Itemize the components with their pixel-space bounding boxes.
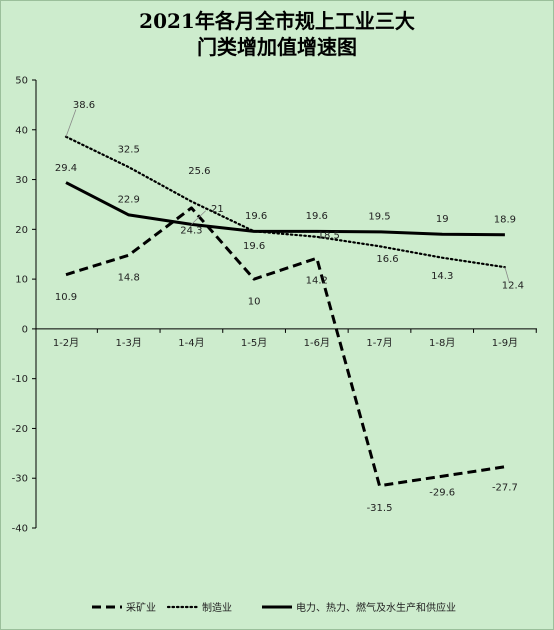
- data-label: 18.9: [494, 214, 516, 225]
- x-tick-label: 1-9月: [492, 337, 518, 349]
- data-label: 12.4: [502, 281, 524, 292]
- y-tick-label: 0: [22, 324, 28, 335]
- y-tick-label: 10: [15, 275, 28, 286]
- x-tick-label: 1-3月: [116, 337, 142, 349]
- data-label: -31.5: [367, 503, 393, 514]
- data-label: 25.6: [188, 166, 210, 177]
- data-label: 14.2: [306, 276, 328, 287]
- data-label: 19.6: [243, 241, 265, 252]
- leader-line: [191, 210, 206, 225]
- leader-line: [65, 109, 77, 137]
- leader-line: [504, 267, 510, 283]
- data-label: 19.5: [368, 211, 390, 222]
- y-tick-label: 20: [15, 225, 28, 236]
- data-label: -29.6: [429, 488, 455, 499]
- y-tick-label: -10: [12, 374, 28, 385]
- x-tick-label: 1-5月: [241, 337, 267, 349]
- data-label: 10.9: [55, 292, 77, 303]
- data-label: 24.3: [180, 225, 202, 236]
- data-label: 14.8: [118, 273, 140, 284]
- y-tick-label: 40: [15, 125, 28, 136]
- x-tick-label: 1-4月: [178, 337, 204, 349]
- y-tick-label: 50: [15, 76, 28, 87]
- series-line-mining: [65, 206, 506, 488]
- y-tick-label: -30: [12, 474, 28, 485]
- x-tick-label: 1-2月: [53, 337, 79, 349]
- legend: 采矿业 制造业 电力、热力、燃气及水生产和供应业: [92, 601, 456, 614]
- series-line-manufacturing: [64, 135, 506, 269]
- data-labels: 10.9 14.8 24.3 10 14.2 -31.5 -29.6 -27.7 38.6 32.…: [55, 100, 524, 514]
- data-label: 22.9: [118, 194, 140, 205]
- data-label: 38.6: [73, 100, 95, 111]
- chart-title: 2021年各月全市规上工业三大 门类增加值增速图: [0, 8, 554, 60]
- data-label: 32.5: [118, 145, 140, 156]
- data-label: 10: [248, 297, 261, 308]
- x-tick-label: 1-8月: [429, 337, 455, 349]
- series-layer: [64, 135, 506, 488]
- y-tick-label: -40: [12, 524, 28, 535]
- chart-title-line-1: 2021年各月全市规上工业三大: [139, 9, 415, 33]
- x-tick-label: 1-6月: [304, 337, 330, 349]
- data-label: 29.4: [55, 163, 77, 174]
- data-label: 19.6: [306, 211, 328, 222]
- legend-label: 制造业: [202, 601, 232, 614]
- x-tick-label: 1-7月: [366, 337, 392, 349]
- data-label: 19.6: [245, 211, 267, 222]
- legend-label: 电力、热力、燃气及水生产和供应业: [296, 601, 456, 614]
- data-label: 18.5: [318, 230, 340, 241]
- y-tick-label: -20: [12, 424, 28, 435]
- data-label: -27.7: [492, 482, 518, 493]
- y-tick-label: 30: [15, 175, 28, 186]
- data-label: 19: [436, 214, 449, 225]
- data-label: 21: [211, 204, 224, 215]
- series-line-utilities: [65, 181, 505, 237]
- data-label: 14.3: [431, 271, 453, 282]
- callout-leaders: [65, 109, 510, 283]
- data-label: 16.6: [376, 254, 398, 265]
- chart-title-line-2: 门类增加值增速图: [197, 35, 357, 59]
- legend-label: 采矿业: [126, 601, 156, 614]
